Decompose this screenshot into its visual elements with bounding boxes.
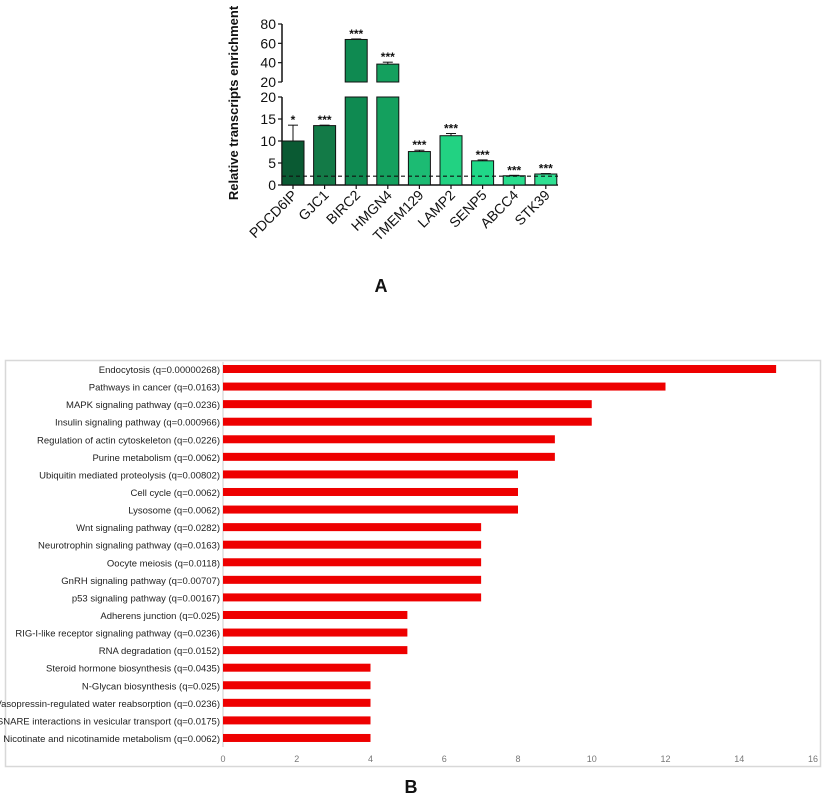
x-tick-label: 8 bbox=[515, 754, 520, 764]
category-label: Ubiquitin mediated proteolysis (q=0.0080… bbox=[39, 470, 220, 481]
panel-b-chart: B Endocytosis (q=0.00000268) Pathways in … bbox=[0, 359, 822, 797]
panel-label-a: A bbox=[375, 276, 388, 296]
category-label: RIG-I-like receptor signaling pathway (q… bbox=[15, 629, 220, 640]
category-label: Adherens junction (q=0.025) bbox=[100, 611, 220, 622]
bar bbox=[223, 382, 666, 391]
bar bbox=[407, 151, 431, 186]
category-label: Vasopressin-regulated water reabsorption… bbox=[0, 699, 220, 710]
category-label: RNA degradation (q=0.0152) bbox=[99, 646, 220, 657]
category-label: N-Glycan biosynthesis (q=0.025) bbox=[82, 681, 220, 692]
bar bbox=[223, 575, 482, 584]
bar bbox=[534, 173, 558, 186]
category-label: Regulation of actin cytoskeleton (q=0.02… bbox=[37, 435, 220, 446]
y-tick-label: 15 bbox=[260, 111, 276, 127]
y-tick-label: 20 bbox=[260, 89, 276, 105]
y-tick-label: 40 bbox=[260, 55, 276, 71]
significance-label: *** bbox=[444, 122, 458, 136]
bar bbox=[223, 435, 555, 444]
category-label: Wnt signaling pathway (q=0.0282) bbox=[76, 523, 220, 534]
category-label: Lysosome (q=0.0062) bbox=[128, 506, 220, 517]
bar bbox=[223, 365, 777, 373]
category-label: Pathways in cancer (q=0.0163) bbox=[89, 383, 220, 394]
significance-label: *** bbox=[412, 138, 426, 152]
bar bbox=[223, 646, 408, 655]
bar-lower bbox=[376, 96, 400, 186]
category-label: Nicotinate and nicotinamide metabolism (… bbox=[3, 734, 220, 745]
category-label: Steroid hormone biosynthesis (q=0.0435) bbox=[46, 664, 220, 675]
significance-label: *** bbox=[476, 148, 490, 162]
chart-frame bbox=[4, 359, 822, 768]
category-label: Neurotrophin signaling pathway (q=0.0163… bbox=[38, 541, 220, 552]
bar bbox=[223, 505, 518, 514]
x-tick-label: 6 bbox=[442, 754, 447, 764]
y-tick-label: 10 bbox=[260, 133, 276, 149]
y-tick-label: 5 bbox=[268, 155, 276, 171]
bar bbox=[223, 400, 592, 409]
bar bbox=[471, 160, 495, 186]
bar bbox=[223, 487, 518, 496]
x-tick-label: 2 bbox=[294, 754, 299, 764]
category-label: SNARE interactions in vesicular transpor… bbox=[0, 716, 220, 727]
bar bbox=[223, 663, 371, 672]
category-label: Cell cycle (q=0.0062) bbox=[130, 488, 220, 499]
category-label: GnRH signaling pathway (q=0.00707) bbox=[61, 576, 220, 587]
bar bbox=[281, 140, 305, 186]
y-axis-label: Relative transcripts enrichment bbox=[226, 5, 241, 200]
bar bbox=[223, 558, 482, 567]
panel-a-chart: Relative transcripts enrichment A 0 5 10 15… bbox=[226, 5, 558, 296]
x-tick-label: 0 bbox=[220, 754, 225, 764]
bar bbox=[223, 628, 408, 637]
x-tick-label: PDCD6IP bbox=[246, 187, 300, 241]
y-tick-label: 20 bbox=[260, 74, 276, 90]
x-tick-label: 12 bbox=[660, 754, 670, 764]
category-label: Insulin signaling pathway (q=0.000966) bbox=[55, 418, 220, 429]
x-tick-label: 16 bbox=[808, 754, 818, 764]
x-tick-label: 10 bbox=[587, 754, 597, 764]
y-tick-label: 0 bbox=[268, 177, 276, 193]
category-label: Oocyte meiosis (q=0.0118) bbox=[107, 558, 220, 569]
bar bbox=[223, 681, 371, 690]
category-label: Purine metabolism (q=0.0062) bbox=[92, 453, 220, 464]
bar bbox=[223, 470, 518, 479]
x-tick-label: 14 bbox=[734, 754, 744, 764]
category-label: Endocytosis (q=0.00000268) bbox=[99, 365, 220, 376]
bar bbox=[223, 593, 482, 602]
category-label: MAPK signaling pathway (q=0.0236) bbox=[66, 400, 220, 411]
bar bbox=[223, 716, 371, 725]
significance-label: * bbox=[291, 113, 296, 127]
significance-label: *** bbox=[318, 113, 332, 127]
bar bbox=[223, 417, 592, 426]
bar bbox=[223, 540, 482, 549]
bar bbox=[223, 523, 482, 532]
bar-lower bbox=[344, 96, 368, 186]
category-label: p53 signaling pathway (q=0.00167) bbox=[72, 593, 220, 604]
bar bbox=[223, 733, 371, 742]
significance-label: *** bbox=[349, 27, 363, 41]
significance-label: *** bbox=[381, 50, 395, 64]
x-tick-label: STK39 bbox=[511, 187, 553, 229]
bar bbox=[439, 135, 463, 186]
y-tick-label: 60 bbox=[260, 35, 276, 51]
x-tick-label: 4 bbox=[368, 754, 373, 764]
bar-upper bbox=[344, 38, 368, 83]
bar bbox=[223, 452, 555, 461]
bar bbox=[223, 698, 371, 707]
significance-label: *** bbox=[507, 163, 521, 177]
bar bbox=[223, 610, 408, 619]
panel-label-b: B bbox=[405, 777, 418, 797]
bar-upper bbox=[376, 63, 400, 83]
significance-label: *** bbox=[539, 162, 553, 176]
y-tick-label: 80 bbox=[260, 16, 276, 32]
